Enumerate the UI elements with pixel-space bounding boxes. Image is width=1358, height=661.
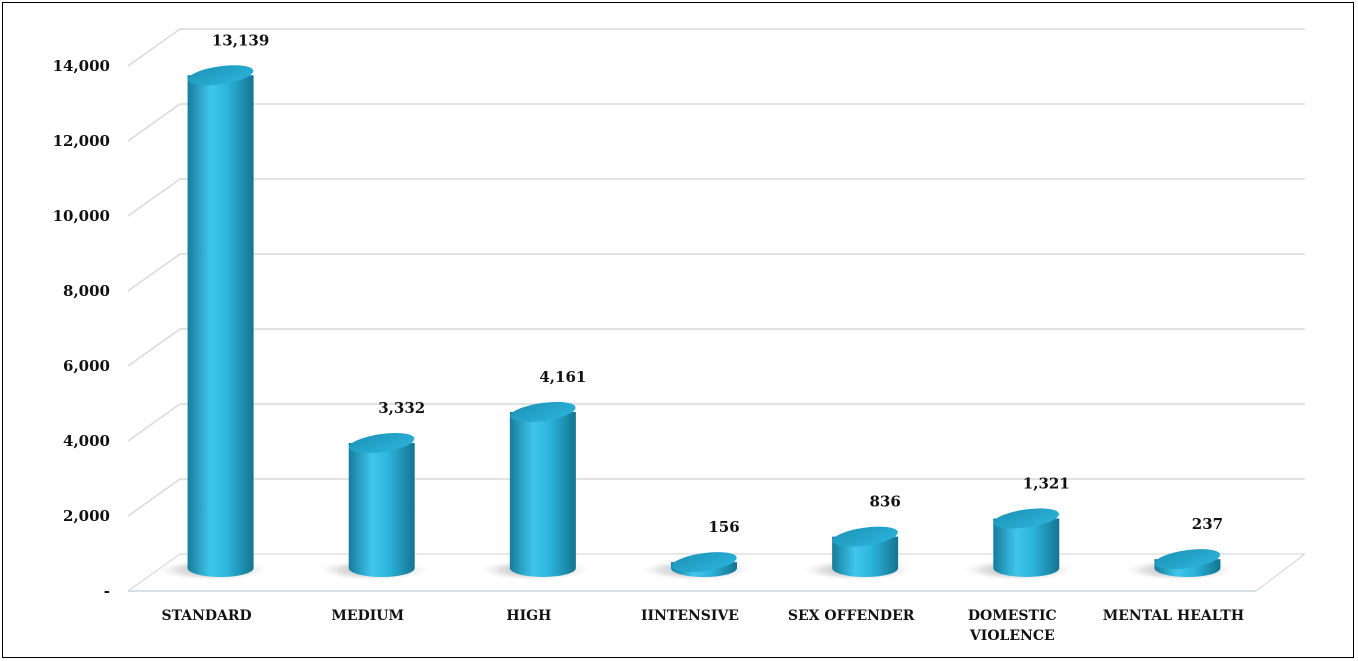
- bar-top: [1154, 549, 1221, 570]
- data-label: 237: [1192, 515, 1223, 533]
- gridline: [127, 103, 1305, 142]
- bar-top: [187, 65, 254, 86]
- data-label: 1,321: [1023, 474, 1070, 492]
- data-label: 836: [869, 493, 900, 511]
- gridline: [127, 328, 1305, 367]
- y-tick-label: 10,000: [53, 207, 110, 225]
- y-tick-label: 2,000: [63, 507, 110, 525]
- y-tick-label: 6,000: [63, 357, 110, 375]
- y-tick-label: 4,000: [63, 432, 110, 450]
- x-tick-label: HIGH: [506, 608, 551, 624]
- bar-top: [671, 552, 737, 573]
- x-tick-label: MEDIUM: [331, 608, 404, 624]
- floor-edge: [127, 553, 1305, 592]
- y-axis: - 2,000 4,000 6,000 8,000 10,000 12,000 14,000: [53, 57, 110, 600]
- floor-edge: [1255, 553, 1306, 592]
- x-axis: STANDARD MEDIUM HIGH IINTENSIVE SEX OFFENDER…: [128, 590, 1256, 644]
- bar: [832, 536, 899, 577]
- bar-top: [832, 526, 898, 547]
- bar-top: [993, 508, 1059, 529]
- bar: [348, 443, 415, 577]
- gridline: [127, 178, 1305, 217]
- data-label: 13,139: [212, 31, 269, 49]
- x-tick-label: SEX OFFENDER: [788, 608, 915, 624]
- data-label: 4,161: [539, 368, 586, 386]
- bar-top: [510, 401, 576, 422]
- gridline: [127, 403, 1305, 442]
- gridline: [127, 28, 1305, 67]
- bars: [153, 65, 1239, 581]
- x-tick-label: IINTENSIVE: [641, 608, 739, 624]
- bar: [993, 518, 1060, 577]
- x-tick-label: DOMESTIC VIOLENCE: [968, 608, 1057, 644]
- bar-top: [349, 433, 415, 454]
- gridline: [127, 478, 1305, 517]
- y-tick-label: -: [104, 582, 110, 600]
- data-label: 3,332: [378, 399, 425, 417]
- data-label: 156: [708, 518, 739, 536]
- y-tick-label: 8,000: [63, 282, 110, 300]
- gridlines: [127, 28, 1306, 592]
- data-labels: 13,139 3,332 4,161 156 836 1,321 237: [212, 31, 1223, 536]
- y-tick-label: 12,000: [53, 132, 110, 150]
- bar: [187, 75, 254, 577]
- y-tick-label: 14,000: [53, 57, 110, 75]
- bar: [509, 411, 576, 577]
- gridline: [127, 253, 1305, 292]
- x-tick-label: STANDARD: [161, 608, 251, 624]
- x-tick-label: MENTAL HEALTH: [1103, 608, 1244, 624]
